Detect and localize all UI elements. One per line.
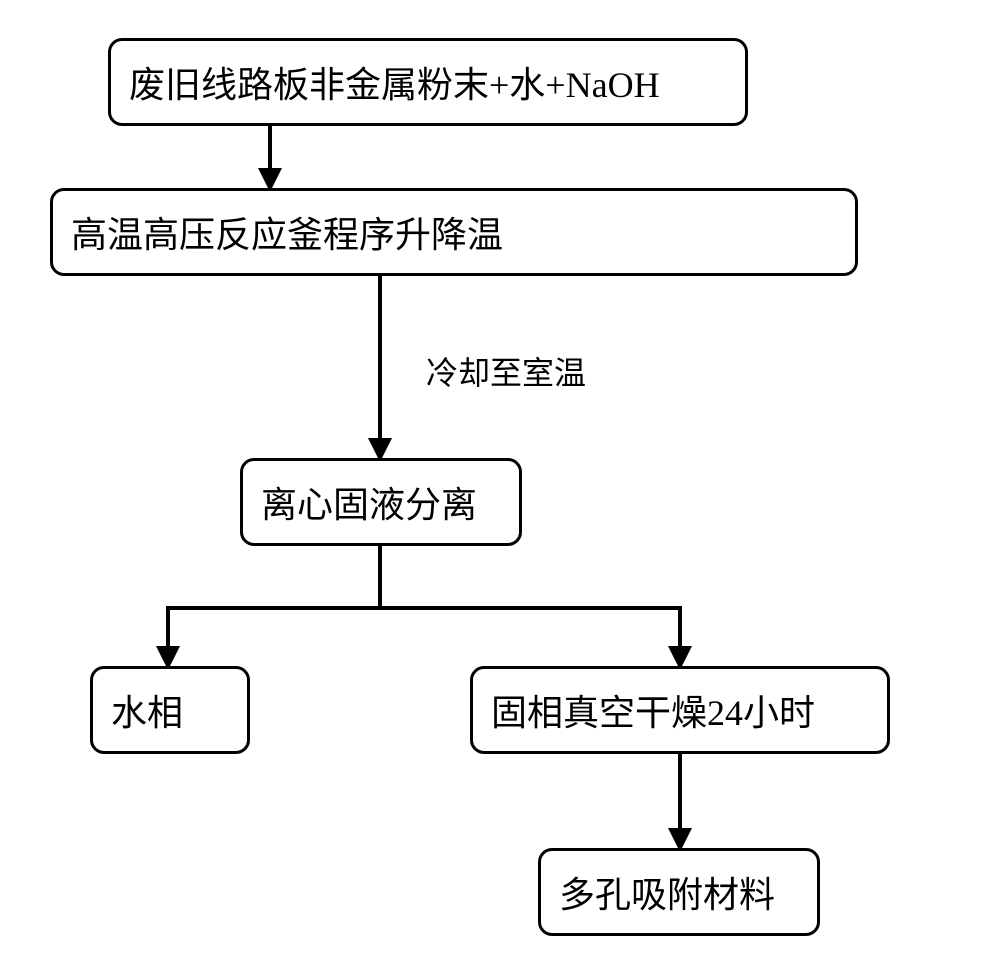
- flow-node-n4: 水相: [90, 666, 250, 754]
- flow-node-n5: 固相真空干燥24小时: [470, 666, 890, 754]
- flow-node-label: 多孔吸附材料: [559, 866, 775, 918]
- flow-node-label: 水相: [111, 684, 183, 736]
- flow-node-n2: 高温高压反应釜程序升降温: [50, 188, 858, 276]
- flow-node-n1: 废旧线路板非金属粉末+水+NaOH: [108, 38, 748, 126]
- flow-edge-label: 冷却至室温: [426, 348, 586, 394]
- flow-node-label: 废旧线路板非金属粉末+水+NaOH: [129, 56, 660, 108]
- flow-edge: [380, 608, 680, 666]
- flow-node-label: 高温高压反应釜程序升降温: [71, 206, 503, 258]
- flow-node-n6: 多孔吸附材料: [538, 848, 820, 936]
- flow-node-n3: 离心固液分离: [240, 458, 522, 546]
- flow-edge: [168, 608, 380, 666]
- flow-node-label: 固相真空干燥24小时: [491, 684, 815, 736]
- flow-node-label: 离心固液分离: [261, 476, 477, 528]
- flowchart-canvas: 废旧线路板非金属粉末+水+NaOH 高温高压反应釜程序升降温离心固液分离水相 固相真…: [0, 0, 1000, 971]
